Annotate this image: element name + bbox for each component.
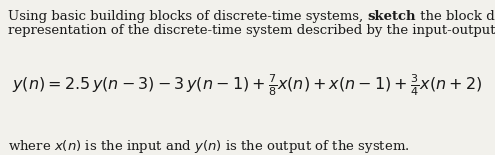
Text: the block diagram: the block diagram [416, 10, 495, 23]
Text: $y(n) = 2.5\,y(n-3) - 3\,y(n-1) + \frac{7}{8}x(n) + x(n-1) + \frac{3}{4}x(n+2)$: $y(n) = 2.5\,y(n-3) - 3\,y(n-1) + \frac{… [12, 72, 482, 98]
Text: where $x(n)$ is the input and $y(n)$ is the output of the system.: where $x(n)$ is the input and $y(n)$ is … [8, 138, 410, 155]
Text: Using basic building blocks of discrete-time systems,: Using basic building blocks of discrete-… [8, 10, 367, 23]
Text: representation of the discrete-time system described by the input-output relatio: representation of the discrete-time syst… [8, 24, 495, 37]
Text: sketch: sketch [367, 10, 416, 23]
